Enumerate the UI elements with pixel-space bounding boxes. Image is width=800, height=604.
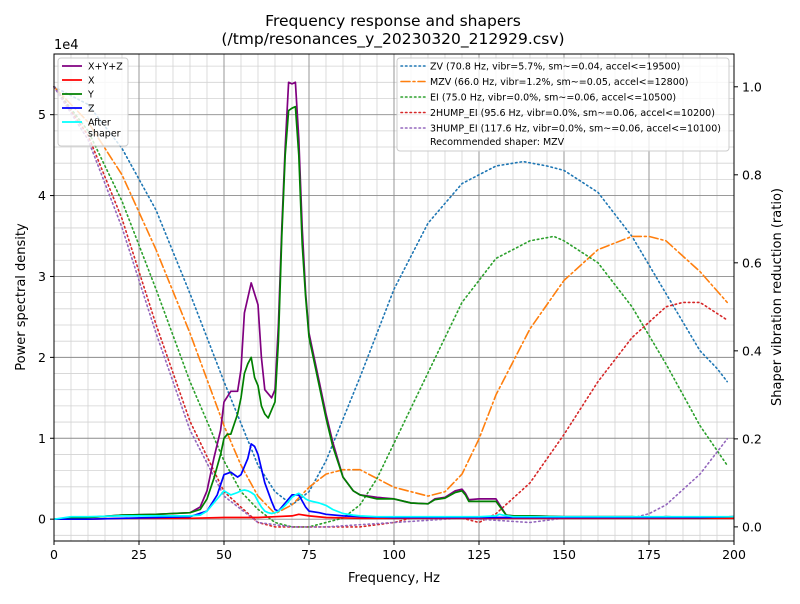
legend-label-shaper-3: EI (75.0 Hz, vibr=0.0%, sm~=0.06, accel<… <box>430 93 676 104</box>
y-tick-label-right: 0.2 <box>742 431 762 446</box>
chart-title-line1: Frequency response and shapers <box>265 12 521 30</box>
y-tick-label-right: 0.8 <box>742 167 762 182</box>
y-tick-label-left: 2 <box>38 350 46 365</box>
psd-line-3 <box>53 105 735 521</box>
x-tick-label: 100 <box>382 547 406 562</box>
legend-label-psd-4: Z <box>88 104 95 115</box>
legend-label-shaper-2: MZV (66.0 Hz, vibr=1.2%, sm~=0.05, accel… <box>430 77 689 88</box>
psd-legend: X+Y+Z XYZ After shaper <box>57 57 129 147</box>
y-tick-label-left: 0 <box>38 512 46 527</box>
x-axis-label: Frequency, Hz <box>348 571 440 586</box>
psd-line-5 <box>53 489 734 521</box>
legend-label-psd-2: X <box>88 76 95 87</box>
y-tick-label-right: 0.0 <box>742 519 762 534</box>
y-tick-label-left: 1 <box>38 431 46 446</box>
x-tick-label: 125 <box>467 547 491 562</box>
legend-label-shaper-5: 3HUMP_EI (117.6 Hz, vibr=0.0%, sm~=0.06,… <box>430 124 721 135</box>
y-tick-label-left: 3 <box>38 269 46 284</box>
recommended-shaper-text: Recommended shaper: MZV <box>430 137 565 148</box>
shaper-legend: Recommended shaper: MZV ZV (70.8 Hz, vib… <box>396 57 730 152</box>
y-tick-label-right: 0.6 <box>742 255 762 270</box>
legend-label-psd-1: X+Y+Z <box>88 62 123 73</box>
left-axis-multiplier: 1e4 <box>54 38 79 53</box>
legend-label-psd-5: After shaper <box>88 118 121 140</box>
legend-label-shaper-1: ZV (70.8 Hz, vibr=5.7%, sm~=0.04, accel<… <box>430 62 680 73</box>
chart-title-line2: (/tmp/resonances_y_20230320_212929.csv) <box>221 30 564 49</box>
y-tick-label-right: 0.4 <box>742 343 762 358</box>
x-tick-label: 25 <box>131 547 147 562</box>
y-tick-label-left: 5 <box>38 107 46 122</box>
shaper-line-3 <box>53 86 728 528</box>
x-tick-label: 150 <box>552 547 576 562</box>
y-axis-label-right: Shaper vibration reduction (ratio) <box>770 188 785 406</box>
y-tick-label-left: 4 <box>38 188 46 203</box>
legend-label-shaper-4: 2HUMP_EI (95.6 Hz, vibr=0.0%, sm~=0.06, … <box>430 108 715 119</box>
y-tick-label-right: 1.0 <box>742 79 762 94</box>
shaper-line-2 <box>53 86 728 515</box>
x-tick-label: 75 <box>301 547 317 562</box>
x-tick-label: 200 <box>722 547 746 562</box>
x-tick-label: 175 <box>637 547 661 562</box>
legend-label-psd-3: Y <box>87 90 94 101</box>
y-axis-label-left: Power spectral density <box>14 223 29 371</box>
x-tick-label: 0 <box>50 547 58 562</box>
x-tick-label: 50 <box>216 547 232 562</box>
